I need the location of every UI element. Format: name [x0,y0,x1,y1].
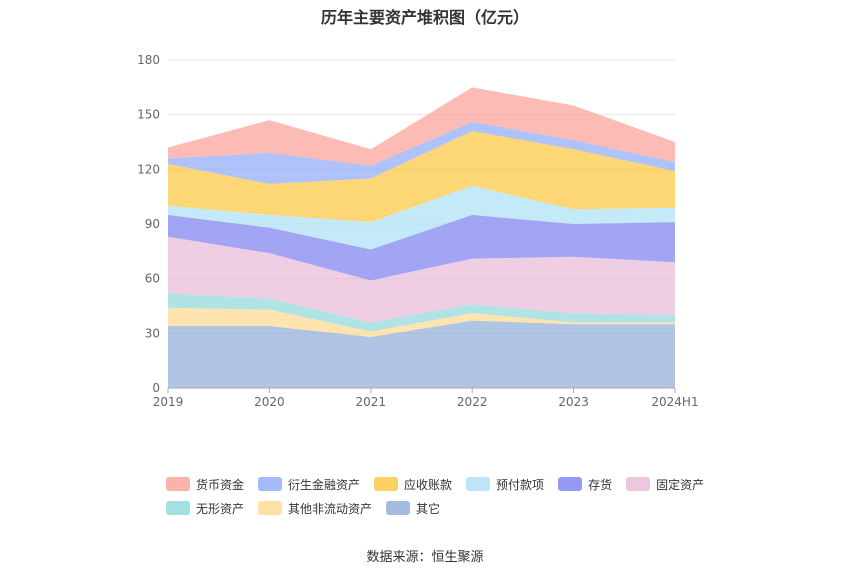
x-tick-label: 2020 [254,395,285,409]
legend-item[interactable]: 其它 [386,500,440,517]
area-series-2 [168,293,675,332]
legend-swatch [626,477,651,491]
legend-label: 其他非流动资产 [288,501,373,516]
y-tick-label: 60 [145,272,160,286]
area-series-1 [168,307,675,337]
x-tick-label: 2019 [153,395,184,409]
legend-label: 存货 [588,477,613,492]
legend-swatch [466,477,491,491]
legend-row-1: 货币资金 衍生金融资产 应收账款 预付款项 存货 固定资产 [166,472,726,496]
legend-item[interactable]: 固定资产 [626,476,704,493]
legend-swatch [374,477,399,491]
legend-item[interactable]: 货币资金 [166,476,244,493]
legend-label: 货币资金 [196,477,245,492]
legend-swatch [166,501,190,515]
legend-item[interactable]: 无形资产 [166,500,244,517]
area-series-7 [168,121,675,184]
legend-swatch [386,501,411,515]
legend-swatch [258,501,283,515]
area-series-5 [168,185,675,250]
area-series-4 [168,214,675,281]
y-tick-label: 30 [145,326,160,340]
x-tick-label: 2022 [457,395,488,409]
legend-swatch [258,477,283,491]
legend-label: 衍生金融资产 [288,477,361,492]
legend-item[interactable]: 衍生金融资产 [258,476,360,493]
legend-row-2: 无形资产 其他非流动资产 其它 [166,496,726,520]
y-tick-label: 0 [152,381,160,395]
legend-label: 无形资产 [196,501,245,516]
legend-item[interactable]: 存货 [558,476,612,493]
y-tick-label: 180 [137,53,160,67]
legend-item[interactable]: 应收账款 [374,476,452,493]
x-tick-label: 2023 [558,395,589,409]
chart-title: 历年主要资产堆积图（亿元） [320,8,529,27]
area-series-3 [168,236,675,323]
y-tick-label: 150 [137,108,160,122]
legend-swatch [166,477,190,491]
x-tick-label: 2024H1 [651,395,698,409]
legend-label: 其它 [416,501,441,516]
legend-label: 固定资产 [656,477,705,492]
legend-item[interactable]: 其他非流动资产 [258,500,372,517]
legend: 货币资金 衍生金融资产 应收账款 预付款项 存货 固定资产 无形资产 其他非流动资产 其它 [166,472,726,520]
legend-item[interactable]: 预付款项 [466,476,544,493]
legend-label: 预付款项 [496,477,545,492]
y-tick-label: 90 [145,217,160,231]
area-series-6 [168,131,675,223]
x-tick-label: 2021 [356,395,387,409]
legend-label: 应收账款 [404,477,453,492]
legend-swatch [558,477,583,491]
area-series-0 [168,320,675,388]
area-series-8 [168,87,675,166]
y-tick-label: 120 [137,162,160,176]
data-source: 数据来源：恒生聚源 [366,550,484,565]
